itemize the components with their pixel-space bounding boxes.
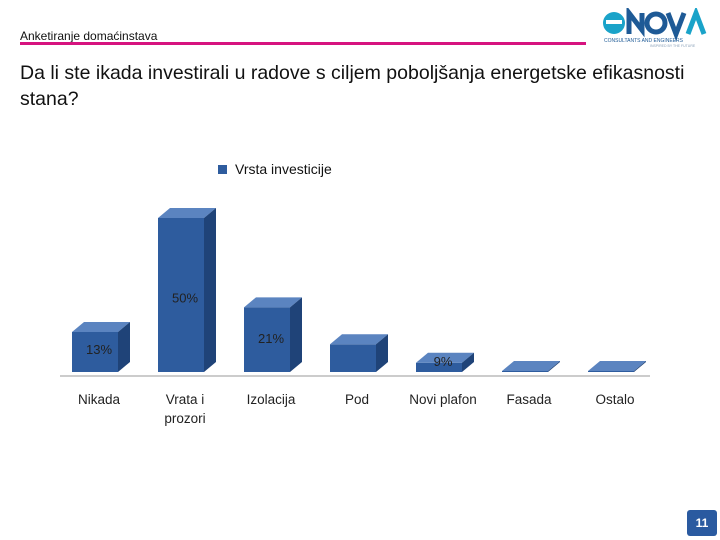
legend-label: Vrsta investicije	[235, 161, 332, 177]
bar-pod	[330, 334, 388, 372]
category-label: Pod	[345, 392, 369, 407]
category-label: Nikada	[78, 392, 121, 407]
category-label: Novi plafon	[409, 392, 477, 407]
section-label: Anketiranje domaćinstava	[20, 29, 158, 43]
category-label: Ostalo	[595, 392, 634, 407]
category-label: Izolacija	[247, 392, 296, 407]
bar-ostalo	[588, 361, 646, 372]
bar-novi-plafon	[416, 352, 474, 372]
category-label: Vrata i prozori	[164, 392, 205, 426]
logo-tagline: CONSULTANTS AND ENGINEERS	[604, 38, 684, 44]
bar-izolacija	[244, 297, 302, 372]
bar-vrata-i-prozori	[158, 208, 216, 372]
logo-subtagline: INSPIRED BY THE FUTURE	[650, 44, 696, 48]
data-label: 9%	[434, 354, 453, 369]
logo-mark	[603, 8, 707, 42]
data-label: 13%	[86, 342, 112, 357]
bar-fasada	[502, 361, 560, 372]
page-number-badge: 11	[687, 510, 717, 536]
chart-legend: Vrsta investicije	[218, 161, 332, 177]
header-rule	[20, 42, 586, 45]
category-label: Fasada	[506, 392, 552, 407]
data-label: 21%	[258, 331, 284, 346]
bar-nikada	[72, 321, 130, 372]
enova-logo: CONSULTANTS AND ENGINEERS INSPIRED BY TH…	[603, 8, 707, 48]
question-title: Da li ste ikada investirali u radove s c…	[20, 62, 685, 110]
data-label: 50%	[172, 291, 198, 306]
legend-swatch	[218, 164, 227, 174]
